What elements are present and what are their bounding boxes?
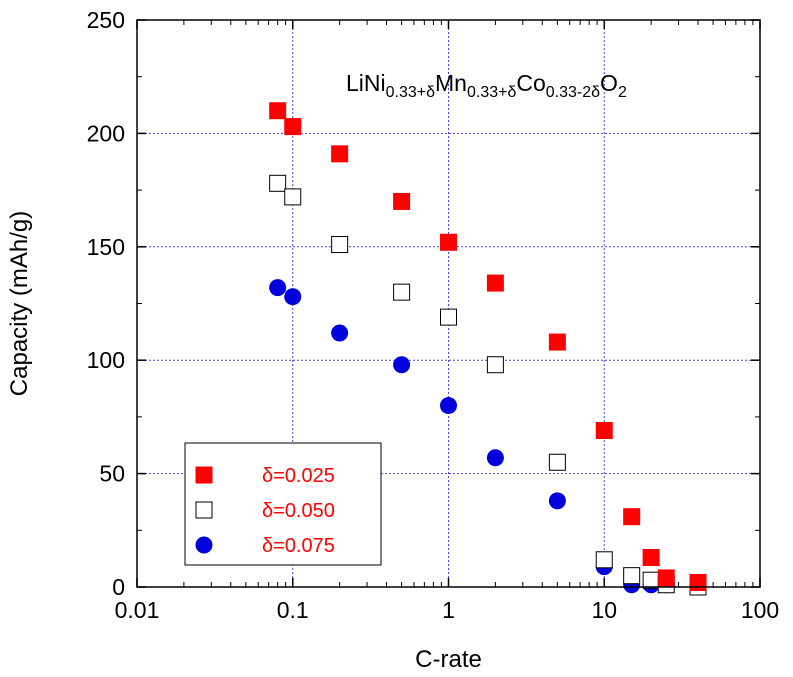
data-point-series-1 xyxy=(689,573,707,591)
legend-label-2: δ=0.050 xyxy=(262,500,335,522)
data-point-series-3 xyxy=(269,279,287,297)
y-tick-label: 200 xyxy=(87,120,125,146)
data-point-series-2 xyxy=(393,283,411,301)
data-point-series-2 xyxy=(623,567,641,585)
y-tick-label: 0 xyxy=(112,574,125,600)
data-point-series-2 xyxy=(269,174,287,192)
data-point-series-3 xyxy=(393,356,411,374)
data-point-series-1 xyxy=(440,233,457,251)
x-tick-label: 0.01 xyxy=(115,597,160,623)
data-point-series-2 xyxy=(284,188,302,206)
data-point-series-2 xyxy=(595,551,613,569)
formula-subscript: 0.33+δ xyxy=(467,84,516,101)
legend-label-1: δ=0.025 xyxy=(262,465,335,487)
data-point-series-1 xyxy=(548,333,566,351)
y-tick-label: 150 xyxy=(87,234,125,260)
legend-marker-2 xyxy=(195,501,213,519)
formula-text: O xyxy=(600,70,618,96)
y-tick-label: 100 xyxy=(87,347,125,373)
data-point-series-1 xyxy=(393,192,411,210)
legend-label-3: δ=0.075 xyxy=(262,535,335,557)
y-tick-label: 50 xyxy=(99,461,125,487)
legend-marker-1 xyxy=(195,466,213,484)
y-tick-label: 250 xyxy=(87,7,125,33)
data-point-series-3 xyxy=(548,492,566,510)
formula-text: LiNi xyxy=(346,70,386,96)
data-point-series-3 xyxy=(440,397,457,415)
x-tick-label: 10 xyxy=(591,597,617,623)
tick-labels: 0.01 0.1 1 10 100 0 50 100 150 200 250 xyxy=(87,7,780,623)
formula-text: Mn xyxy=(435,70,467,96)
data-point-series-1 xyxy=(486,274,504,292)
legend-marker-3 xyxy=(195,536,213,554)
x-tick-label: 1 xyxy=(442,597,455,623)
data-point-series-2 xyxy=(548,453,566,471)
data-point-series-1 xyxy=(623,508,641,526)
x-tick-label: 100 xyxy=(741,597,779,623)
data-point-series-1 xyxy=(595,422,613,440)
formula-text: Co xyxy=(516,70,545,96)
formula-subscript: 2 xyxy=(618,84,627,101)
formula-subscript: 0.33-2δ xyxy=(546,84,600,101)
data-point-series-3 xyxy=(284,288,302,306)
x-tick-label: 0.1 xyxy=(277,597,309,623)
legend-box xyxy=(184,442,382,566)
formula-annotation: LiNi0.33+δMn0.33+δCo0.33-2δO2 xyxy=(346,70,627,101)
data-point-series-3 xyxy=(331,324,349,342)
data-point-series-2 xyxy=(440,308,457,326)
data-point-series-2 xyxy=(486,356,504,374)
x-axis-title: C-rate xyxy=(415,646,482,673)
formula-subscript: 0.33+δ xyxy=(386,84,435,101)
y-axis-title: Capacity (mAh/g) xyxy=(6,211,33,396)
data-point-series-2 xyxy=(331,236,349,254)
data-point-series-2 xyxy=(642,571,660,589)
data-point-series-1 xyxy=(284,118,302,136)
plot-frame xyxy=(136,19,761,588)
legend: δ=0.025 δ=0.050 δ=0.075 xyxy=(184,442,382,566)
axis-ticks xyxy=(136,19,761,588)
data-point-series-1 xyxy=(331,145,349,163)
data-point-series-1 xyxy=(657,569,675,587)
data-point-series-1 xyxy=(269,102,287,120)
data-point-series-1 xyxy=(642,549,660,567)
data-point-series-3 xyxy=(486,449,504,467)
